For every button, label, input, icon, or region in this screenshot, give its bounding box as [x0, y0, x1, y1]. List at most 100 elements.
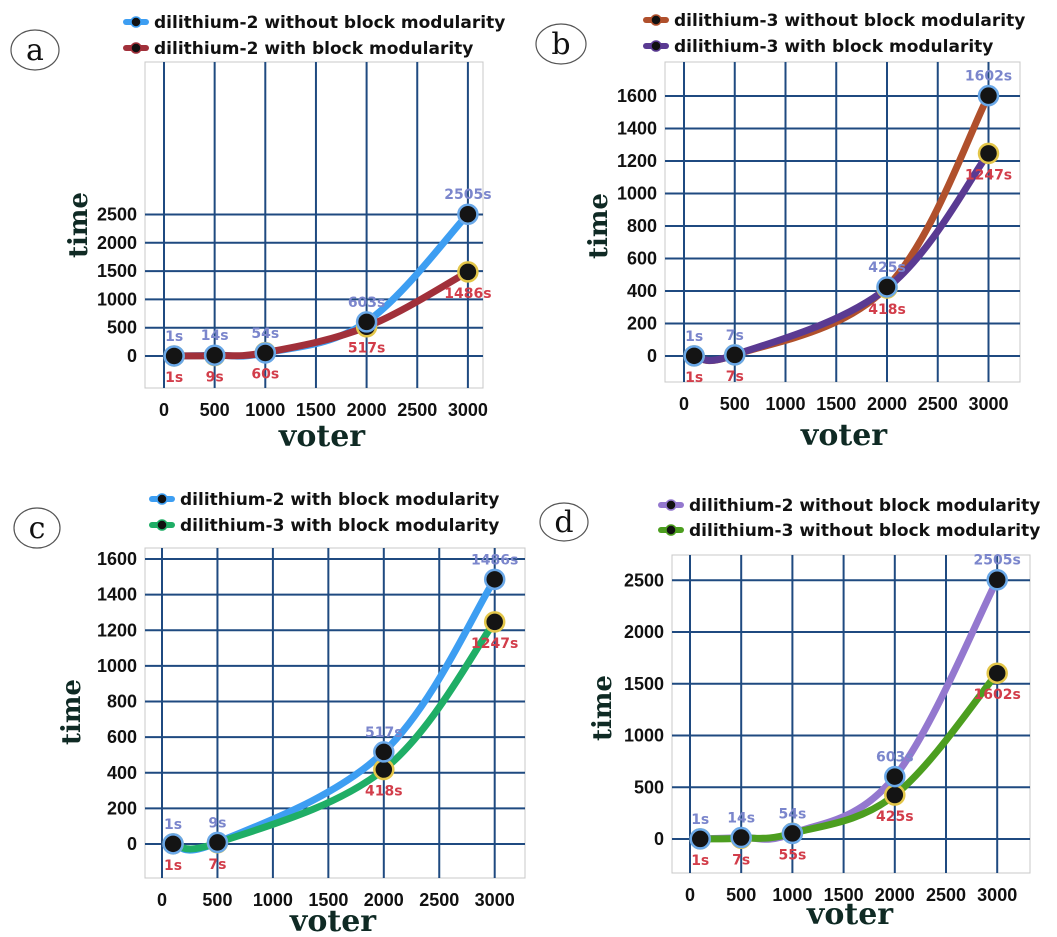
data-point-marker — [373, 741, 395, 763]
data-point-marker — [162, 833, 184, 855]
y-tick-label: 1200 — [617, 151, 657, 171]
y-axis-title: time — [57, 679, 87, 745]
x-axis-title: voter — [800, 418, 888, 453]
series-line-1 — [690, 92, 992, 365]
data-label: 418s — [365, 784, 403, 800]
x-tick-label: 2500 — [918, 394, 958, 414]
x-tick-label: 3000 — [977, 885, 1017, 905]
x-tick-label: 3000 — [968, 394, 1008, 414]
data-point-marker — [206, 831, 229, 854]
data-point-marker — [884, 765, 906, 788]
legend-entry: dilithium-2 with block modularity — [154, 39, 473, 59]
data-point-marker — [689, 828, 711, 850]
data-label: 418s — [868, 302, 906, 318]
x-tick-label: 0 — [679, 394, 689, 414]
data-label: 603s — [876, 750, 914, 766]
data-label: 1247s — [965, 167, 1012, 183]
chart-panel-a: 0 500 1000 1500 2000 2500 3000 0 500 1000 1500 2000… — [10, 13, 505, 454]
data-point-marker — [986, 662, 1008, 684]
data-label: 7s — [732, 852, 750, 868]
data-point-marker — [355, 311, 378, 333]
x-tick-label: 1500 — [816, 394, 856, 414]
data-label: 1486s — [444, 286, 491, 302]
data-label: 14s — [727, 811, 755, 827]
legend-entry: dilithium-3 with block modularity — [674, 37, 993, 57]
data-label: 1s — [165, 329, 183, 345]
x-tick-label: 1500 — [296, 400, 336, 420]
data-label: 14s — [201, 328, 229, 344]
x-tick-label: 2000 — [867, 394, 907, 414]
data-point-marker — [373, 758, 395, 781]
data-point-marker — [781, 822, 804, 845]
x-tick-label: 1000 — [253, 890, 293, 910]
data-label: 1602s — [965, 69, 1012, 85]
y-tick-label: 1600 — [97, 549, 137, 569]
y-tick-label: 2000 — [97, 233, 137, 253]
x-tick-label: 2000 — [347, 400, 387, 420]
y-tick-label: 600 — [627, 249, 657, 269]
y-tick-label: 400 — [107, 763, 137, 783]
y-tick-label: 1400 — [97, 585, 137, 605]
x-tick-label: 1500 — [308, 890, 348, 910]
data-point-marker — [876, 276, 898, 298]
data-label: 1s — [165, 370, 183, 386]
y-axis-title: time — [64, 192, 94, 258]
x-tick-label: 2000 — [364, 890, 404, 910]
data-label: 425s — [868, 260, 906, 276]
series-line-2 — [169, 618, 499, 853]
data-label: 60s — [251, 367, 279, 383]
panel-letter: c — [29, 511, 46, 546]
legend-swatch-marker — [650, 14, 662, 26]
plot-frame — [144, 61, 484, 389]
panel-letter-badge — [13, 507, 61, 549]
data-label: 7s — [726, 369, 744, 385]
y-tick-label: 1000 — [97, 656, 137, 676]
x-tick-label: 2000 — [875, 885, 915, 905]
y-tick-label: 500 — [107, 318, 137, 338]
x-tick-label: 2500 — [397, 400, 437, 420]
plot-frame — [664, 61, 1021, 383]
x-axis-title: voter — [806, 897, 894, 932]
x-tick-label: 0 — [157, 890, 167, 910]
legend-entry: dilithium-2 with block modularity — [180, 490, 499, 510]
data-label: 54s — [778, 806, 806, 822]
y-tick-label: 200 — [107, 798, 137, 818]
data-label: 2505s — [974, 553, 1021, 569]
data-point-marker — [457, 203, 479, 225]
y-tick-label: 0 — [127, 346, 137, 366]
y-tick-label: 1400 — [617, 119, 657, 139]
data-label: 9s — [206, 369, 224, 385]
legend-entry: dilithium-3 without block modularity — [674, 11, 1025, 31]
x-tick-label: 1000 — [772, 885, 812, 905]
y-tick-label: 500 — [634, 777, 664, 797]
x-tick-label: 0 — [159, 400, 169, 420]
x-tick-label: 1000 — [765, 394, 805, 414]
panel-letter: d — [554, 505, 573, 540]
data-point-marker — [483, 568, 506, 591]
data-label: 2505s — [444, 187, 491, 203]
data-label: 54s — [251, 326, 279, 342]
y-tick-label: 1500 — [624, 674, 664, 694]
x-tick-label: 500 — [720, 394, 750, 414]
x-tick-label: 2500 — [419, 890, 459, 910]
y-axis-title: time — [588, 675, 618, 741]
x-axis-title: voter — [289, 904, 377, 937]
y-tick-label: 2500 — [97, 205, 137, 225]
data-point-marker — [457, 261, 479, 283]
legend-entry: dilithium-3 without block modularity — [689, 521, 1040, 541]
y-tick-label: 2500 — [624, 570, 664, 590]
y-tick-label: 800 — [107, 692, 137, 712]
data-point-marker — [483, 611, 506, 633]
data-label: 55s — [778, 847, 806, 863]
data-label: 1247s — [471, 636, 518, 652]
data-point-marker — [254, 342, 277, 364]
y-tick-label: 0 — [127, 834, 137, 854]
y-tick-label: 2000 — [624, 622, 664, 642]
y-tick-label: 600 — [107, 727, 137, 747]
x-tick-label: 3000 — [475, 890, 515, 910]
panel-letter-badge — [539, 502, 589, 542]
data-point-marker — [203, 344, 226, 366]
data-label: 9s — [208, 815, 226, 831]
data-point-marker — [977, 84, 1000, 107]
